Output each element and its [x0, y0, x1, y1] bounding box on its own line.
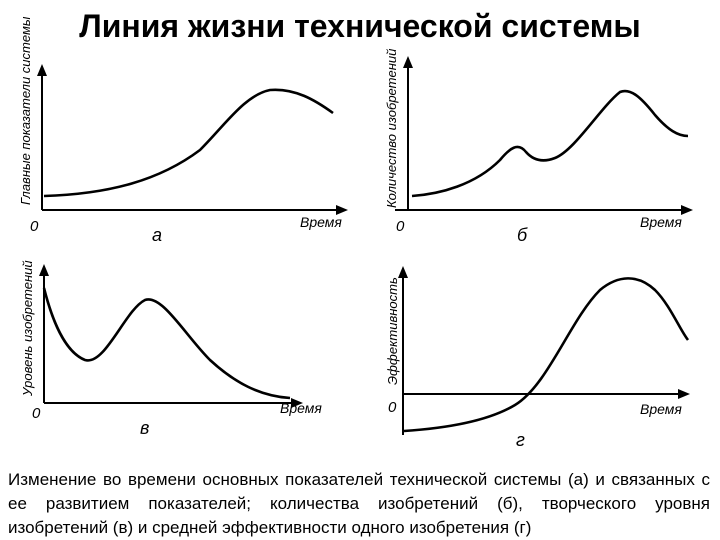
diagram-area: Главные показатели системы Время 0 а Кол… [18, 16, 693, 450]
panel-v-letter: в [140, 418, 149, 438]
figure-caption: Изменение во времени основных показателе… [8, 470, 710, 537]
panel-v-y-arrow [39, 264, 49, 276]
panel-v-curve [42, 287, 291, 400]
panel-g-xlabel: Время [640, 401, 682, 417]
panel-v: Уровень изобретений Время 0 в [20, 260, 322, 438]
panel-g-ylabel: Эффективность [385, 277, 400, 385]
page-title: Линия жизни технической системы [79, 8, 641, 44]
panel-a-x-arrow [336, 205, 348, 215]
panel-b-ylabel: Количество изобретений [384, 49, 399, 208]
panel-b-origin: 0 [396, 218, 405, 235]
panel-b-letter: б [517, 225, 528, 245]
panel-g-curve [403, 277, 690, 433]
panel-a-letter: а [152, 225, 162, 245]
panel-a: Главные показатели системы Время 0 а [18, 16, 348, 245]
panel-b-y-arrow [403, 56, 413, 68]
panel-a-origin: 0 [30, 218, 39, 235]
panel-b-xlabel: Время [640, 214, 682, 230]
panel-v-origin: 0 [32, 405, 41, 422]
panel-v-xlabel: Время [280, 400, 322, 416]
panel-v-x-arrow [291, 398, 303, 408]
panel-v-ylabel: Уровень изобретений [20, 260, 35, 397]
panel-a-curve [43, 88, 334, 198]
panel-b: Количество изобретений Время 0 б [384, 49, 693, 245]
panel-b-curve [411, 89, 689, 198]
panel-g-letter: г [516, 430, 525, 450]
panel-g: Эффективность Время 0 г [385, 266, 690, 450]
panel-g-y-arrow [398, 266, 408, 278]
panel-a-ylabel: Главные показатели системы [18, 16, 33, 205]
panel-g-x-arrow [678, 389, 690, 399]
panel-a-y-arrow [37, 64, 47, 76]
panel-b-x-arrow [681, 205, 693, 215]
panel-a-xlabel: Время [300, 214, 342, 230]
panel-g-origin: 0 [388, 399, 397, 416]
